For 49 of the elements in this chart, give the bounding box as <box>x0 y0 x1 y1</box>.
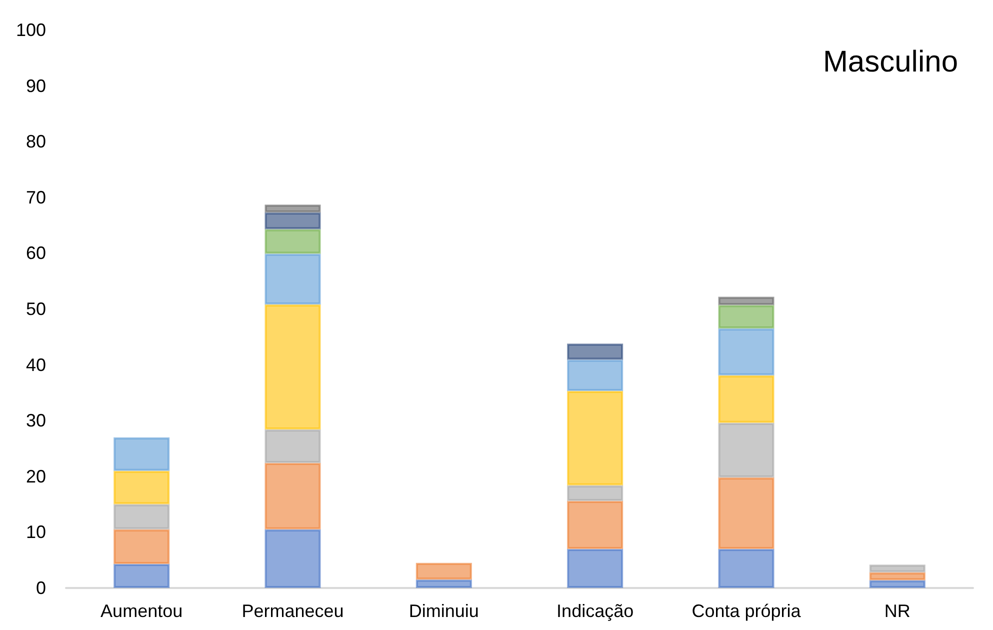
y-tick-label: 0 <box>36 578 46 598</box>
x-tick-label: NR <box>884 601 910 621</box>
y-tick-label: 50 <box>26 299 46 319</box>
bar <box>567 360 624 392</box>
y-tick-label: 90 <box>26 76 46 96</box>
x-tick-label: Permaneceu <box>242 601 344 621</box>
bar <box>718 375 774 423</box>
bar <box>869 564 926 572</box>
bar <box>869 572 926 580</box>
bar <box>264 212 321 230</box>
bar <box>567 391 624 486</box>
x-tick-label: Aumentou <box>100 601 183 621</box>
bar <box>416 580 472 588</box>
bar <box>264 304 321 430</box>
bar <box>567 548 624 588</box>
y-tick-label: 100 <box>16 20 46 40</box>
y-tick-label: 60 <box>26 243 46 264</box>
bar <box>869 580 926 588</box>
bar <box>718 328 774 376</box>
bar <box>416 562 472 580</box>
bar <box>718 478 774 549</box>
bar <box>567 344 624 360</box>
bar <box>718 422 774 478</box>
bar <box>114 470 170 504</box>
text: Masculino <box>822 46 958 78</box>
bar <box>264 229 321 254</box>
bar <box>114 437 170 471</box>
bar <box>264 430 321 464</box>
y-tick-label: 20 <box>26 466 46 486</box>
bar <box>264 254 321 305</box>
bar <box>264 529 321 588</box>
y-tick-label: 40 <box>26 354 46 375</box>
y-tick-label: 80 <box>26 132 46 152</box>
bar <box>114 529 170 564</box>
bar <box>114 504 170 530</box>
bar <box>718 305 774 329</box>
y-tick-label: 70 <box>26 187 46 208</box>
y-tick-label: 10 <box>26 522 46 542</box>
y-tick-label: 30 <box>26 410 46 431</box>
x-tick-label: Indicação <box>556 601 634 621</box>
bar <box>264 204 321 212</box>
bar <box>718 548 774 588</box>
bar <box>567 500 624 549</box>
x-tick-label: Conta própria <box>692 601 802 621</box>
bar <box>264 463 321 530</box>
bar <box>114 564 170 588</box>
bar <box>718 296 774 306</box>
x-tick-label: Diminuiu <box>408 601 479 621</box>
bar <box>567 485 624 501</box>
